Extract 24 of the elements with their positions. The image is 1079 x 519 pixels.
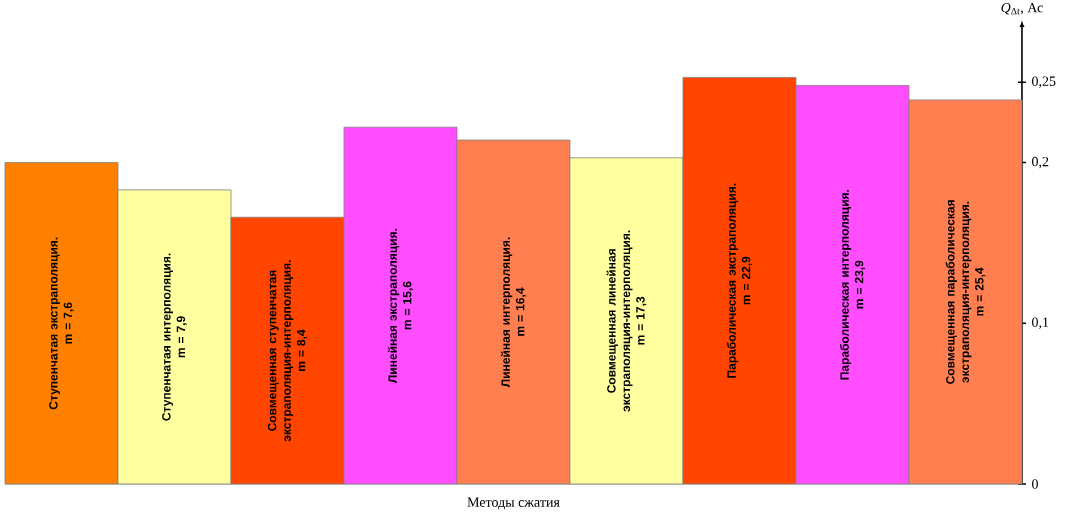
annotation: m = 15,6 (402, 281, 414, 330)
x-tick-label: Совмещенная линейная экстраполяция-интерполяция. (606, 230, 633, 412)
x-tick-label: Ступенчатая экстраполяция. (49, 237, 60, 410)
annotation: m = 17,3 (636, 296, 647, 345)
annotation: m = 7,9 (176, 316, 187, 358)
annotation: m = 23,9 (854, 260, 866, 309)
y-axis-title: Q$_{Δt}$, Ас (1001, 2, 1043, 15)
x-tick-label: Параболическая интерполяция. (839, 189, 852, 380)
x-tick-label: Совмещенная ступенчатая экстраполяция-интерполяция. (267, 260, 294, 442)
x-tick-label: Линейная интерполяция. (500, 237, 513, 388)
annotation: m = 22,9 (741, 256, 753, 305)
y-tick-label: 0 (1032, 479, 1038, 489)
x-tick-label: Совмещенная параболическая экстраполяция-интерполяция. (945, 200, 972, 384)
x-tick-label: Линейная экстраполяция. (387, 228, 400, 384)
annotation: m = 16,4 (515, 287, 527, 336)
x-axis-title: Методы сжатия (467, 497, 560, 510)
annotation: m = 7,6 (63, 302, 74, 344)
annotation: m = 8,4 (296, 329, 308, 371)
annotation: m = 25,4 (975, 267, 986, 316)
y-tick-label: 0,25 (1032, 76, 1056, 88)
x-tick-label: Ступенчатая интерполяция. (162, 253, 173, 421)
y-tick-label: 0,2 (1032, 156, 1049, 169)
x-tick-label: Параболическая экстраполяция. (726, 183, 739, 378)
y-tick-label: 0,1 (1032, 317, 1049, 330)
